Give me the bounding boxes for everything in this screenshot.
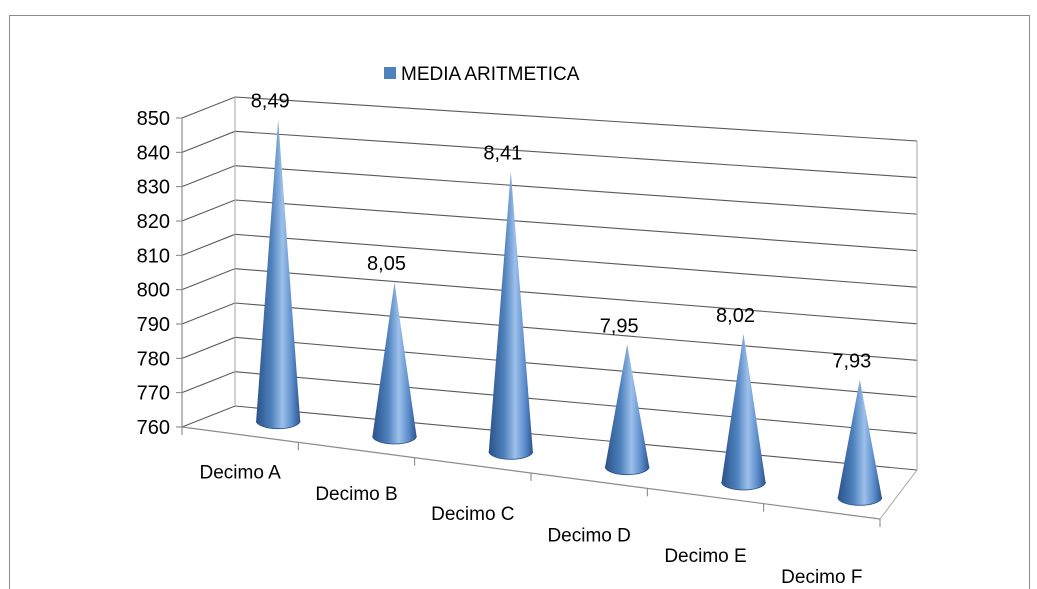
cone-2 <box>488 171 534 460</box>
gridline <box>181 96 918 142</box>
y-tick-label: 770 <box>137 383 170 405</box>
cones <box>255 119 883 506</box>
y-tick-label: 800 <box>137 280 170 302</box>
category-label: Decimo E <box>664 546 746 567</box>
cone-base-edge <box>837 497 883 506</box>
data-label: 8,05 <box>367 253 406 275</box>
data-label: 8,49 <box>251 91 290 113</box>
axes <box>176 97 918 527</box>
cone-body <box>372 282 417 444</box>
data-label: 8,02 <box>716 305 755 327</box>
y-axis-tick-labels: 760 770 780 790 800 810 820 830 840 850 <box>137 108 170 439</box>
y-tick-label: 790 <box>137 314 170 336</box>
cone-1 <box>372 282 417 445</box>
cone-body <box>605 344 650 475</box>
cone-base-edge <box>255 420 301 430</box>
gridline <box>181 165 918 215</box>
cone-3 <box>604 344 650 476</box>
y-tick-label: 810 <box>137 245 170 267</box>
data-label: 7,95 <box>600 315 639 337</box>
category-labels: Decimo A Decimo B Decimo C Decimo D Decimo E… <box>200 463 863 588</box>
category-label: Decimo A <box>200 463 282 484</box>
y-tick-label: 850 <box>137 108 170 130</box>
data-labels: 8,49 8,05 8,41 7,95 8,02 7,93 <box>251 91 872 373</box>
data-label: 8,41 <box>483 142 522 164</box>
legend-swatch <box>384 67 396 79</box>
cone-5 <box>837 379 883 506</box>
cone-base-edge <box>721 481 766 491</box>
legend: MEDIA ARITMETICA <box>384 64 580 85</box>
y-tick-label: 780 <box>137 348 170 370</box>
cone-body <box>721 333 766 490</box>
cone-body <box>488 171 533 460</box>
gridline <box>181 130 918 179</box>
category-label: Decimo B <box>315 484 397 505</box>
cone-base-edge <box>372 435 417 445</box>
gridline <box>181 199 918 252</box>
y-tick-label: 820 <box>137 211 170 233</box>
y-tick-label: 840 <box>137 142 170 164</box>
y-tick-label: 830 <box>137 177 170 199</box>
cone-4 <box>721 333 766 491</box>
category-label: Decimo D <box>547 525 630 546</box>
cone-body <box>256 119 301 429</box>
category-label: Decimo C <box>431 504 514 525</box>
data-label: 7,93 <box>832 351 871 373</box>
y-tick-label: 760 <box>137 417 170 439</box>
cone-base-edge <box>488 451 534 460</box>
chart-frame <box>9 15 1030 589</box>
floor-right-edge <box>879 469 918 520</box>
legend-label: MEDIA ARITMETICA <box>401 64 580 85</box>
cone-base-edge <box>604 466 650 476</box>
category-label: Decimo F <box>781 567 862 588</box>
cone-0 <box>255 119 301 430</box>
cone-body <box>837 379 882 506</box>
